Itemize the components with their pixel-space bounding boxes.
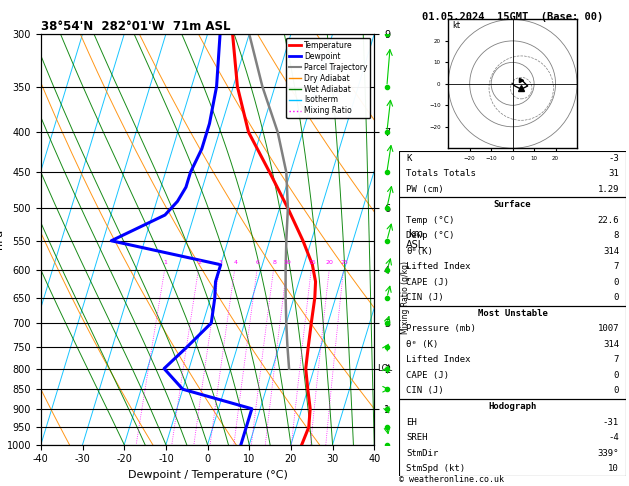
Text: 22.6: 22.6 <box>598 216 619 225</box>
Text: 2: 2 <box>197 260 201 265</box>
Text: 0: 0 <box>614 294 619 302</box>
X-axis label: Dewpoint / Temperature (°C): Dewpoint / Temperature (°C) <box>128 470 287 480</box>
Y-axis label: hPa: hPa <box>0 229 4 249</box>
Text: 7: 7 <box>614 262 619 272</box>
Text: Lifted Index: Lifted Index <box>406 355 470 364</box>
Text: CAPE (J): CAPE (J) <box>406 371 449 380</box>
Text: 25: 25 <box>340 260 348 265</box>
Text: 20: 20 <box>326 260 334 265</box>
Text: 01.05.2024  15GMT  (Base: 00): 01.05.2024 15GMT (Base: 00) <box>422 12 603 22</box>
Text: 8: 8 <box>272 260 276 265</box>
Text: © weatheronline.co.uk: © weatheronline.co.uk <box>399 474 504 484</box>
Text: StmSpd (kt): StmSpd (kt) <box>406 464 465 473</box>
Text: CIN (J): CIN (J) <box>406 294 444 302</box>
Legend: Temperature, Dewpoint, Parcel Trajectory, Dry Adiabat, Wet Adiabat, Isotherm, Mi: Temperature, Dewpoint, Parcel Trajectory… <box>286 38 370 119</box>
Text: Pressure (mb): Pressure (mb) <box>406 325 476 333</box>
Text: 10: 10 <box>284 260 291 265</box>
Text: Totals Totals: Totals Totals <box>406 170 476 178</box>
Text: θᵉ(K): θᵉ(K) <box>406 247 433 256</box>
Y-axis label: km
ASL: km ASL <box>406 228 425 250</box>
Text: 0: 0 <box>614 371 619 380</box>
Text: kt: kt <box>452 21 460 30</box>
Text: Surface: Surface <box>494 200 532 209</box>
Text: 1007: 1007 <box>598 325 619 333</box>
Text: 7: 7 <box>614 355 619 364</box>
Text: 6: 6 <box>256 260 260 265</box>
Text: 339°: 339° <box>598 449 619 457</box>
Text: 31: 31 <box>608 170 619 178</box>
Text: 10: 10 <box>608 464 619 473</box>
Text: 38°54'N  282°01'W  71m ASL: 38°54'N 282°01'W 71m ASL <box>41 20 230 33</box>
Text: 0: 0 <box>614 278 619 287</box>
Text: 3: 3 <box>218 260 222 265</box>
Text: EH: EH <box>406 417 417 427</box>
Text: K: K <box>406 154 411 163</box>
Text: Lifted Index: Lifted Index <box>406 262 470 272</box>
Text: CIN (J): CIN (J) <box>406 386 444 396</box>
Text: 15: 15 <box>308 260 316 265</box>
Text: 1: 1 <box>164 260 167 265</box>
Text: StmDir: StmDir <box>406 449 438 457</box>
Text: -4: -4 <box>608 433 619 442</box>
Text: CAPE (J): CAPE (J) <box>406 278 449 287</box>
Text: -3: -3 <box>608 154 619 163</box>
Text: -31: -31 <box>603 417 619 427</box>
Text: θᵉ (K): θᵉ (K) <box>406 340 438 349</box>
Text: 1.29: 1.29 <box>598 185 619 194</box>
Text: Temp (°C): Temp (°C) <box>406 216 455 225</box>
Text: PW (cm): PW (cm) <box>406 185 444 194</box>
Text: Hodograph: Hodograph <box>489 402 537 411</box>
Text: 4: 4 <box>233 260 237 265</box>
Text: Dewp (°C): Dewp (°C) <box>406 231 455 241</box>
Text: 8: 8 <box>614 231 619 241</box>
Text: 0: 0 <box>614 386 619 396</box>
Text: Most Unstable: Most Unstable <box>477 309 548 318</box>
Text: SREH: SREH <box>406 433 428 442</box>
Text: 314: 314 <box>603 340 619 349</box>
Text: 314: 314 <box>603 247 619 256</box>
Text: LCL: LCL <box>377 364 392 373</box>
Text: Mixing Ratio (g/kg): Mixing Ratio (g/kg) <box>401 261 410 334</box>
